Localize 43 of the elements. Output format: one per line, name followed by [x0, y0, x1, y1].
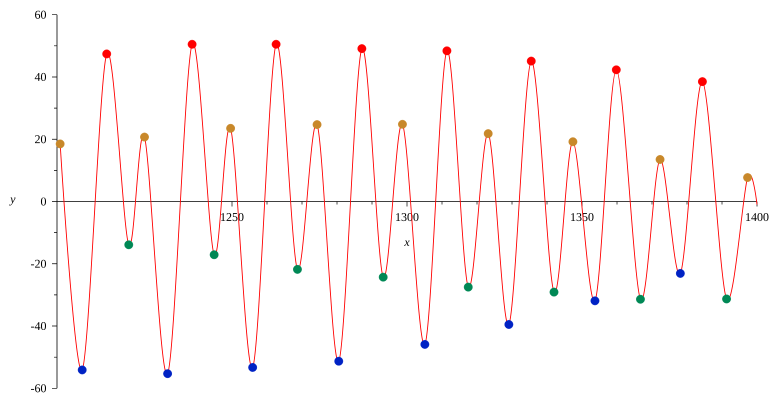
point	[102, 50, 112, 58]
y-tick-label: -20	[30, 260, 46, 268]
point	[124, 240, 134, 250]
point	[398, 120, 407, 129]
point	[210, 250, 219, 260]
point	[656, 155, 664, 164]
point	[442, 46, 452, 56]
point	[163, 369, 172, 378]
y-tick-label: 40	[34, 72, 46, 81]
point	[272, 40, 281, 49]
point	[504, 320, 514, 329]
point	[334, 356, 344, 366]
point	[226, 124, 236, 133]
point	[293, 264, 302, 274]
point	[78, 366, 87, 374]
point	[248, 363, 258, 372]
y-tick-label: -40	[30, 322, 46, 330]
y-tick-label: 60	[35, 10, 46, 19]
point	[526, 56, 536, 66]
point	[484, 129, 493, 138]
x-tick-label: 1400	[746, 213, 768, 222]
point	[420, 340, 430, 349]
point	[612, 65, 621, 74]
point	[464, 282, 473, 292]
point	[743, 173, 752, 182]
x-axis-title: x	[404, 240, 410, 246]
y-tick-label: -60	[30, 384, 46, 392]
point	[312, 120, 322, 129]
point	[698, 77, 707, 86]
point	[378, 272, 388, 282]
point	[568, 137, 578, 146]
point	[56, 140, 65, 148]
point	[590, 296, 600, 306]
point	[357, 44, 366, 54]
point	[140, 132, 149, 142]
y-tick-label: 20	[35, 135, 46, 144]
point	[676, 269, 685, 278]
y-tick-label: 0	[40, 197, 46, 206]
point	[636, 294, 645, 304]
point	[722, 294, 731, 304]
point	[550, 288, 558, 296]
y-axis-title: y	[9, 197, 16, 206]
point	[188, 40, 196, 49]
